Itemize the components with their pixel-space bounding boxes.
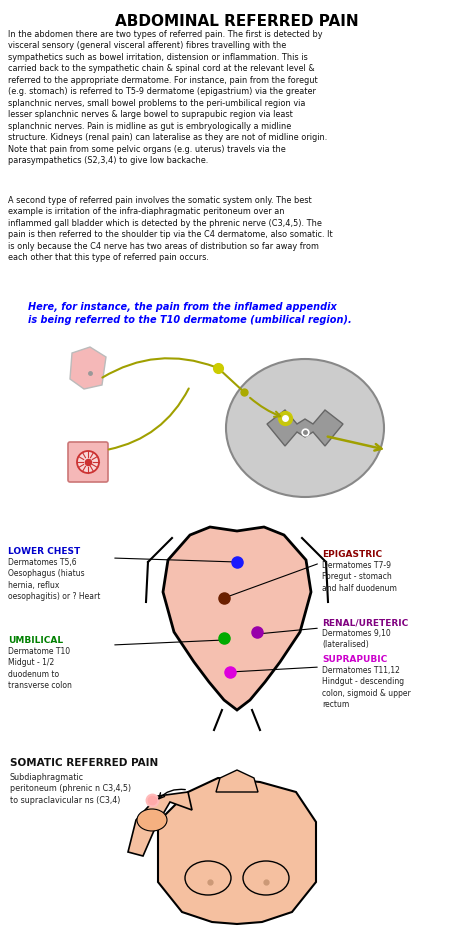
- Ellipse shape: [226, 359, 384, 497]
- Text: Dermatomes T11,12
Hindgut - descending
colon, sigmoid & upper
rectum: Dermatomes T11,12 Hindgut - descending c…: [322, 666, 411, 710]
- Circle shape: [77, 451, 99, 473]
- Text: ABDOMINAL REFERRED PAIN: ABDOMINAL REFERRED PAIN: [115, 14, 359, 29]
- Ellipse shape: [243, 861, 289, 895]
- Polygon shape: [216, 770, 258, 792]
- Text: Dermatome T10
Midgut - 1/2
duodenum to
transverse colon: Dermatome T10 Midgut - 1/2 duodenum to t…: [8, 647, 72, 691]
- Polygon shape: [158, 778, 316, 924]
- Text: Dermatomes 9,10
(lateralised): Dermatomes 9,10 (lateralised): [322, 629, 391, 649]
- Text: UMBILICAL: UMBILICAL: [8, 636, 63, 645]
- Ellipse shape: [137, 809, 167, 831]
- Polygon shape: [267, 410, 343, 446]
- Polygon shape: [128, 792, 192, 856]
- Text: A second type of referred pain involves the somatic system only. The best
exampl: A second type of referred pain involves …: [8, 196, 333, 263]
- Text: Here, for instance, the pain from the inflamed appendix
is being referred to the: Here, for instance, the pain from the in…: [28, 302, 352, 326]
- Text: Dermatomes T5,6
Oesophagus (hiatus
hernia, reflux
oesophagitis) or ? Heart: Dermatomes T5,6 Oesophagus (hiatus herni…: [8, 558, 100, 601]
- Polygon shape: [163, 527, 311, 710]
- FancyArrowPatch shape: [328, 437, 382, 451]
- Text: RENAL/URETERIC: RENAL/URETERIC: [322, 618, 408, 627]
- Text: Dermatomes T7-9
Foregut - stomach
and half duodenum: Dermatomes T7-9 Foregut - stomach and ha…: [322, 561, 397, 593]
- Text: LOWER CHEST: LOWER CHEST: [8, 547, 80, 556]
- Text: SUPRAPUBIC: SUPRAPUBIC: [322, 655, 387, 664]
- Ellipse shape: [185, 861, 231, 895]
- FancyBboxPatch shape: [68, 442, 108, 482]
- Text: Subdiaphragmatic
peritoneum (phrenic n C3,4,5)
to supraclavicular ns (C3,4): Subdiaphragmatic peritoneum (phrenic n C…: [10, 773, 131, 805]
- Text: SOMATIC REFERRED PAIN: SOMATIC REFERRED PAIN: [10, 758, 158, 768]
- Polygon shape: [70, 347, 106, 389]
- Text: In the abdomen there are two types of referred pain. The first is detected by
vi: In the abdomen there are two types of re…: [8, 30, 327, 165]
- Text: EPIGASTRIC: EPIGASTRIC: [322, 550, 382, 559]
